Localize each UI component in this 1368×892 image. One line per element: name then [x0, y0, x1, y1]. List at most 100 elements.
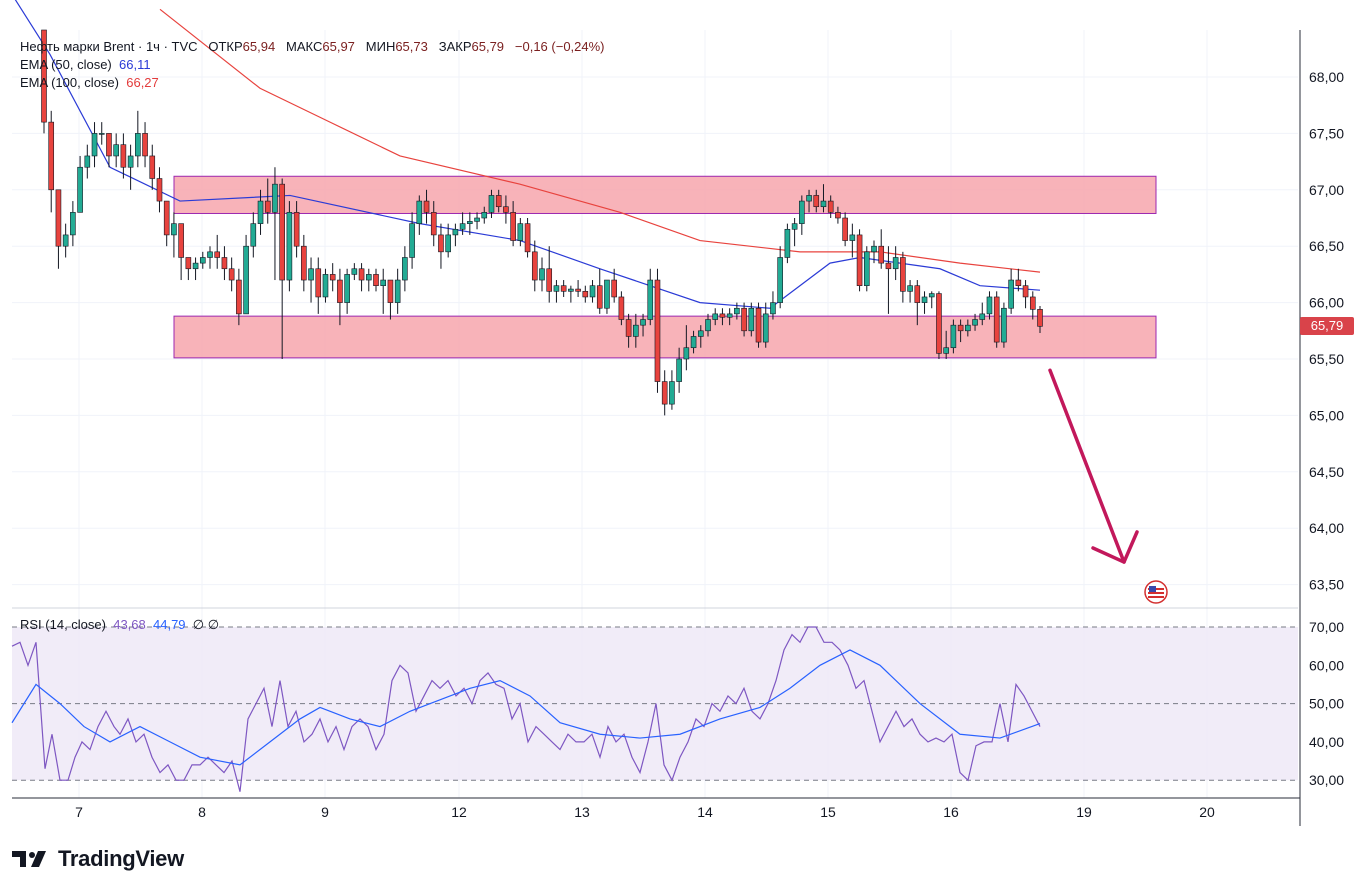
candle-up	[568, 288, 574, 292]
candle-down	[1037, 309, 1043, 327]
candle-down	[120, 144, 127, 168]
price-tick-label: 67,50	[1309, 125, 1344, 141]
time-tick-label: 13	[574, 804, 590, 820]
candle-down	[856, 234, 863, 286]
candle-down	[625, 319, 632, 337]
time-tick-label: 14	[697, 804, 713, 820]
candle-down	[337, 279, 343, 303]
tradingview-logo-icon	[12, 851, 46, 867]
legend-row-main: Нефть марки Brent · 1ч · TVC ОТКР65,94 М…	[20, 38, 605, 56]
candle-down	[618, 296, 625, 320]
candle-up	[986, 296, 993, 315]
candle-up	[589, 285, 596, 298]
rsi-tick-label: 30,00	[1309, 772, 1344, 788]
candle-down	[560, 285, 567, 292]
candle-down	[914, 285, 921, 303]
candle-up	[62, 234, 69, 247]
candle-up	[77, 166, 83, 213]
time-tick-label: 12	[451, 804, 467, 820]
rsi-tick-label: 50,00	[1309, 696, 1344, 712]
rsi-extra: ∅ ∅	[192, 617, 220, 632]
legend-high-label: МАКС	[286, 39, 323, 54]
price-tick-label: 66,00	[1309, 295, 1344, 311]
candle-up	[604, 279, 610, 309]
candle-up	[777, 257, 783, 303]
legend-open-value: 65,94	[242, 39, 276, 54]
candle-down	[835, 212, 841, 219]
candle-down	[387, 279, 394, 303]
candle-up	[697, 330, 704, 337]
candle-up	[676, 358, 682, 382]
candle-up	[806, 195, 812, 202]
candle-up	[907, 285, 913, 292]
price-tick-label: 64,00	[1309, 520, 1344, 536]
candle-up	[113, 144, 119, 157]
legend-rsi[interactable]: RSI (14, close) 43,68 44,79 ∅ ∅	[20, 616, 219, 634]
price-tick-label: 66,50	[1309, 238, 1344, 254]
price-zones	[173, 175, 1157, 359]
candle-down	[55, 189, 62, 247]
rsi-tick-label: 40,00	[1309, 734, 1344, 750]
legend-ema100[interactable]: EMA (100, close) 66,27	[20, 74, 159, 92]
candle-up	[683, 347, 690, 360]
candle-down	[41, 29, 47, 123]
candle-down	[430, 212, 437, 236]
candle-up	[1001, 307, 1007, 343]
candle-up	[712, 313, 719, 320]
candle-up	[943, 347, 949, 354]
candle-up	[726, 313, 733, 318]
candle-down	[503, 206, 509, 213]
candle-down	[524, 223, 531, 253]
price-tick-label: 65,50	[1309, 351, 1344, 367]
time-tick-label: 15	[820, 804, 836, 820]
candle-up	[539, 268, 545, 281]
candle-up	[748, 307, 755, 332]
candle-up	[192, 262, 199, 270]
candle-down	[293, 212, 300, 247]
legend-open-label: ОТКР	[208, 39, 243, 54]
legend-close-label: ЗАКР	[438, 39, 472, 54]
candle-up	[1008, 279, 1014, 309]
candle-up	[91, 133, 98, 157]
candle-down	[510, 212, 516, 241]
candle-up	[871, 245, 877, 253]
candle-up	[979, 313, 986, 320]
candle-down	[315, 268, 322, 298]
us-flag-icon[interactable]	[1144, 580, 1168, 604]
candle-up	[452, 228, 459, 236]
candle-up	[799, 200, 805, 224]
candle-down	[813, 195, 820, 208]
price-tick-label: 68,00	[1309, 69, 1344, 85]
time-tick-label: 16	[943, 804, 959, 820]
candle-down	[993, 296, 1000, 343]
candle-up	[394, 279, 401, 303]
candle-down	[106, 133, 112, 157]
last-price-tag: 65,79	[1300, 317, 1354, 335]
rsi-panel	[11, 607, 1298, 792]
candle-down	[358, 268, 365, 281]
legend-high-value: 65,97	[322, 39, 355, 54]
candle-up	[705, 319, 711, 332]
legend-ema50[interactable]: EMA (50, close) 66,11	[20, 56, 151, 74]
candle-up	[70, 212, 76, 236]
candle-up	[669, 381, 675, 405]
legend-symbol[interactable]: Нефть марки Brent · 1ч · TVC	[20, 39, 198, 54]
candle-up	[481, 212, 488, 219]
candle-down	[373, 274, 379, 286]
candle-down	[149, 155, 156, 179]
candle-up	[199, 257, 206, 264]
candle-down	[279, 183, 285, 281]
candle-down	[1015, 279, 1022, 286]
time-tick-label: 8	[198, 804, 206, 820]
candle-down	[178, 223, 184, 258]
candle-up	[488, 195, 495, 213]
candle-up	[892, 257, 899, 270]
candle-down	[596, 285, 603, 309]
tradingview-logo[interactable]: TradingView	[12, 846, 184, 872]
candle-down	[575, 288, 581, 292]
candle-down	[842, 217, 848, 241]
candle-up	[380, 279, 387, 286]
candle-down	[741, 307, 747, 332]
candle-down	[546, 268, 553, 292]
